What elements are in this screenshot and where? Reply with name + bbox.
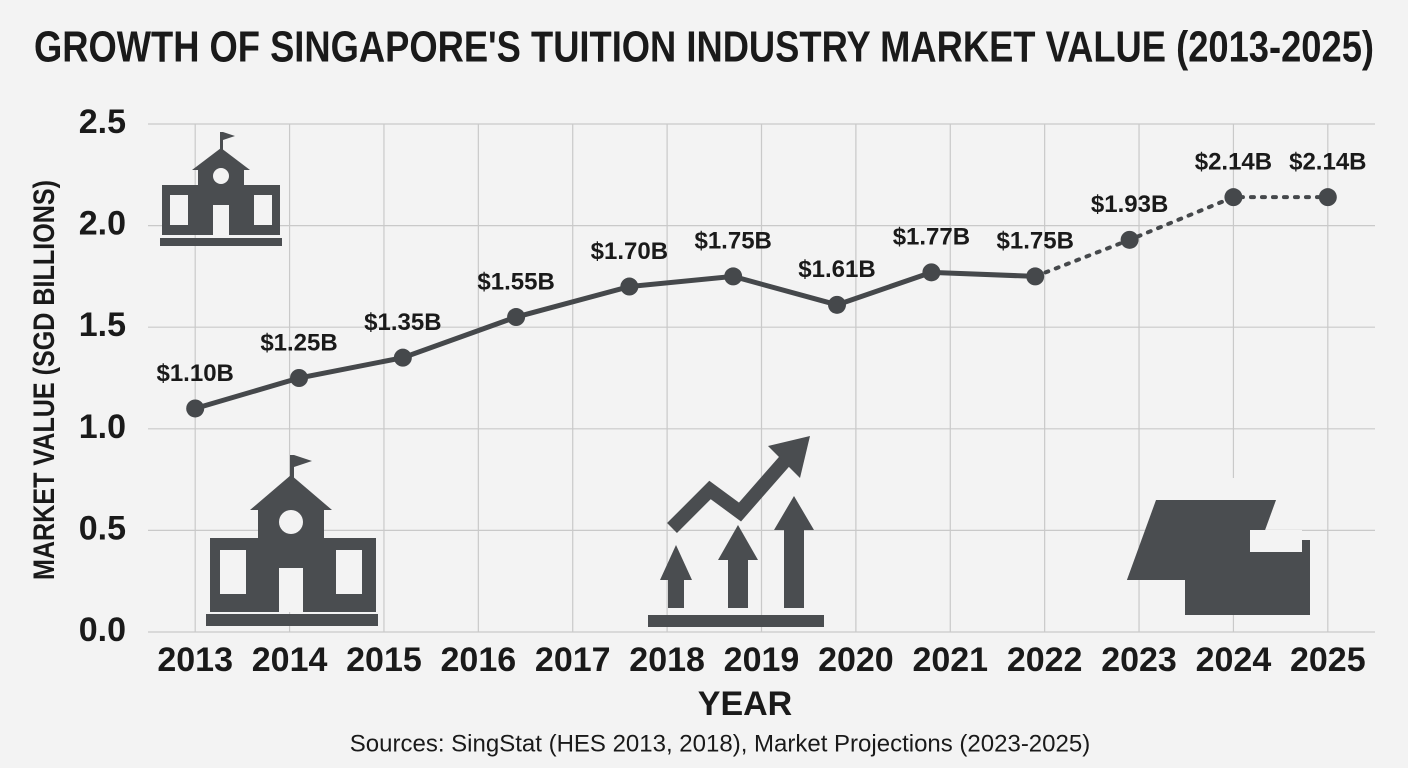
data-point xyxy=(1026,267,1045,286)
x-tick-label: 2019 xyxy=(724,641,800,679)
data-point xyxy=(922,263,941,282)
x-tick-label: 2022 xyxy=(1007,641,1083,679)
y-tick-label: 2.0 xyxy=(79,205,126,243)
y-tick-label: 2.5 xyxy=(79,103,126,141)
data-point xyxy=(507,308,526,327)
data-point xyxy=(393,348,412,367)
data-label: $1.93B xyxy=(1091,191,1168,218)
x-tick-label: 2017 xyxy=(535,641,611,679)
chart-title: GROWTH OF SINGAPORE'S TUITION INDUSTRY M… xyxy=(34,23,1374,72)
data-label: $1.77B xyxy=(893,224,970,251)
x-tick-label: 2023 xyxy=(1101,641,1177,679)
data-point xyxy=(290,369,309,387)
data-label: $1.75B xyxy=(997,228,1074,255)
line-projected xyxy=(1033,195,1330,279)
data-point xyxy=(1318,188,1337,207)
x-tick-label: 2018 xyxy=(629,641,705,679)
plot: $1.10B $1.25B $1.35B $1.55B $1.70B $1.75B $1.6… xyxy=(156,148,1367,418)
money-icon xyxy=(1126,478,1310,615)
data-label: $1.61B xyxy=(798,256,875,283)
data-point xyxy=(186,399,205,418)
school-icon-small xyxy=(160,132,282,246)
data-point xyxy=(1120,230,1139,249)
y-tick-label: 0.5 xyxy=(79,509,126,547)
growth-icon xyxy=(648,436,824,627)
data-point xyxy=(724,267,743,286)
x-tick-label: 2020 xyxy=(818,641,894,679)
data-label: $1.70B xyxy=(591,238,668,265)
school-icon-large xyxy=(206,455,378,626)
data-label: $1.35B xyxy=(364,309,441,336)
y-tick-label: 0.0 xyxy=(79,611,126,649)
data-point xyxy=(828,295,847,314)
grid xyxy=(148,123,1375,633)
data-point xyxy=(620,277,639,296)
x-tick-label: 2015 xyxy=(346,641,422,679)
data-label: $1.25B xyxy=(260,329,337,356)
x-tick-label: 2024 xyxy=(1196,641,1272,679)
data-point xyxy=(1224,188,1243,207)
y-tick-label: 1.0 xyxy=(79,408,126,446)
x-tick-label: 2013 xyxy=(157,641,233,679)
y-axis-label: MARKET VALUE (SGD BILLIONS) xyxy=(28,180,61,580)
data-label: $2.14B xyxy=(1289,148,1366,175)
source-note: Sources: SingStat (HES 2013, 2018), Mark… xyxy=(350,730,1090,757)
x-tick-label: 2016 xyxy=(441,641,517,679)
x-tick-label: 2025 xyxy=(1290,641,1366,679)
data-label: $1.10B xyxy=(156,360,233,387)
x-tick-label: 2014 xyxy=(252,641,328,679)
y-tick-label: 1.5 xyxy=(79,306,126,344)
icons xyxy=(160,132,1310,627)
data-label: $2.14B xyxy=(1195,148,1272,175)
data-label: $1.55B xyxy=(477,268,554,295)
x-axis-label: YEAR xyxy=(698,685,792,723)
x-tick-label: 2021 xyxy=(912,641,988,679)
data-label: $1.75B xyxy=(694,228,771,255)
